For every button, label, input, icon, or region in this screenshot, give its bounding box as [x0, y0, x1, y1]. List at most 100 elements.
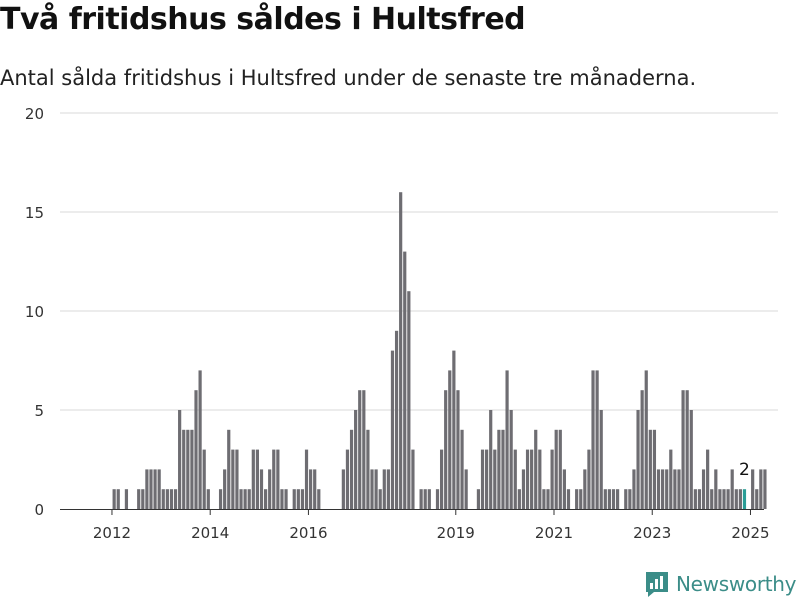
bar: [435, 489, 440, 509]
bar: [587, 449, 591, 509]
bar: [116, 489, 120, 509]
bar: [439, 449, 444, 509]
bar: [366, 429, 370, 509]
bar: [182, 429, 186, 509]
data-label: 2: [739, 460, 750, 480]
bar: [284, 489, 288, 509]
bar: [362, 390, 366, 509]
x-tick-label: 2014: [191, 524, 229, 542]
bar: [681, 390, 685, 509]
bar: [693, 489, 697, 509]
bar: [714, 469, 718, 509]
bar: [243, 489, 247, 509]
bar: [763, 469, 767, 509]
bar: [202, 449, 206, 509]
y-tick-label: 10: [25, 303, 44, 321]
x-tick-label: 2019: [437, 524, 475, 542]
bar: [153, 469, 157, 509]
bar: [493, 449, 497, 509]
bar: [701, 469, 706, 509]
bar: [685, 390, 689, 509]
bar: [722, 489, 726, 509]
bar: [689, 410, 693, 509]
bar: [456, 390, 460, 509]
bar: [566, 489, 571, 509]
bar: [652, 429, 657, 509]
bar: [382, 469, 386, 509]
bar: [542, 489, 546, 509]
bar: [186, 429, 190, 509]
bar: [259, 469, 264, 509]
bar: [206, 489, 210, 509]
bar: [583, 469, 587, 509]
bar: [521, 469, 526, 509]
bar: [661, 469, 665, 509]
bar: [341, 469, 345, 509]
bar: [480, 449, 485, 509]
bar: [137, 489, 141, 509]
bar: [599, 410, 603, 509]
bar: [509, 410, 513, 509]
brand-name: Newsworthy: [676, 572, 797, 596]
bar: [141, 489, 145, 509]
bar: [452, 350, 456, 509]
bar: [358, 390, 362, 509]
bar: [591, 370, 595, 509]
bar: [460, 429, 464, 509]
bar: [394, 330, 399, 509]
bar: [624, 489, 628, 509]
bar: [546, 489, 550, 509]
bar: [251, 449, 255, 509]
bar: [448, 370, 452, 509]
bar: [485, 449, 489, 509]
bar: [759, 469, 763, 509]
bar: [738, 489, 742, 509]
bar: [579, 489, 583, 509]
bar: [263, 489, 268, 509]
x-tick-label: 2023: [633, 524, 671, 542]
bar: [218, 489, 223, 509]
bar: [505, 370, 509, 509]
bar: [558, 429, 562, 509]
bar: [562, 469, 566, 509]
bar: [595, 370, 599, 509]
bar: [534, 429, 538, 509]
bar: [157, 469, 161, 509]
bar: [194, 390, 198, 509]
bar: [423, 489, 427, 509]
bar: [444, 390, 448, 509]
bar: [632, 469, 636, 509]
newsworthy-logo-icon: [646, 572, 668, 597]
bar: [407, 291, 411, 509]
bar: [309, 469, 313, 509]
bar: [603, 489, 607, 509]
bar-chart: 0 5 10 15 20 2012 2014 2016 2019 2021 2023 2025 2: [25, 105, 778, 542]
x-tick-label: 2025: [731, 524, 769, 542]
bar: [706, 449, 710, 509]
bar: [190, 429, 194, 509]
bar: [419, 489, 423, 509]
bar: [124, 489, 129, 509]
bar: [169, 489, 174, 509]
bar: [272, 449, 276, 509]
bars: [112, 192, 767, 509]
bar: [644, 370, 648, 509]
bar: [300, 489, 305, 509]
y-tick-label: 0: [34, 501, 44, 519]
bar: [530, 449, 534, 509]
bar: [656, 469, 661, 509]
bar: [304, 449, 309, 509]
bar: [239, 489, 243, 509]
bar: [386, 469, 390, 509]
chart-subtitle: Antal sålda fritidshus i Hultsfred under…: [0, 66, 697, 90]
annotations: 2: [739, 460, 750, 480]
bar: [255, 449, 260, 509]
bar: [231, 449, 235, 509]
bar: [317, 489, 321, 509]
bar: [370, 469, 374, 509]
bar: [390, 350, 395, 509]
bar: [489, 410, 493, 509]
bar: [374, 469, 378, 509]
x-tick-label: 2021: [535, 524, 573, 542]
bar: [399, 192, 403, 509]
